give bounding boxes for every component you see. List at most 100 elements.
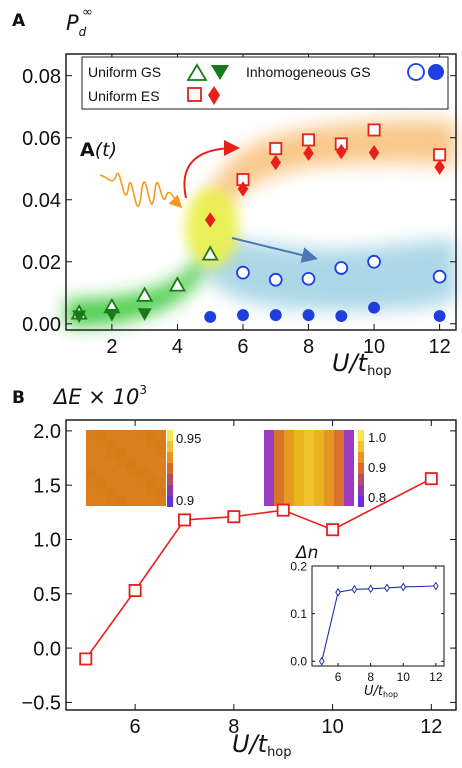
- green-band: [66, 252, 212, 326]
- heatmap-cell: [96, 449, 106, 459]
- pulse-annotation: A(t): [80, 139, 318, 263]
- heatmap-cell: [146, 477, 156, 487]
- heatmap-cell: [96, 458, 106, 468]
- panel-a-ytick-label: 0.04: [22, 190, 61, 212]
- yellow-highlight: [185, 188, 239, 268]
- heatmap-cell: [126, 439, 136, 449]
- heatmap-left: 0.95 0.9: [86, 430, 201, 508]
- data-point: [201, 245, 219, 261]
- inset-xtick-label: 12: [429, 670, 443, 684]
- heatmap-column: [324, 430, 334, 506]
- heatmap-cell: [146, 430, 156, 440]
- data-point: [72, 310, 87, 324]
- heatmap-cell: [106, 458, 116, 468]
- colorbar-segment: [358, 485, 364, 496]
- heatmap-cell: [126, 468, 136, 478]
- data-point: [303, 145, 314, 161]
- heatmap-cell: [86, 430, 96, 440]
- panel-a-xtick-label: 2: [106, 336, 117, 358]
- data-point: [424, 472, 438, 486]
- legend-circle-filled-icon: [428, 64, 444, 80]
- heatmap-cell: [106, 430, 116, 440]
- panel-b-ytick-label: 1.0: [33, 530, 61, 552]
- heatmap-cell: [116, 449, 126, 459]
- heatmap-column: [284, 430, 294, 506]
- heatmap-cell: [156, 496, 166, 506]
- data-point: [270, 154, 281, 171]
- heatmap-cell: [126, 487, 136, 497]
- data-point: [168, 276, 186, 292]
- panel-a-xtick-label: 4: [172, 336, 183, 358]
- heatmap-right-colorbar-fill: [358, 430, 364, 507]
- legend-circle-open-icon: [407, 63, 425, 81]
- heatmap-cell: [106, 496, 116, 506]
- blue-band: [205, 237, 456, 311]
- data-point: [335, 310, 348, 322]
- colorbar-segment: [167, 496, 173, 507]
- data-point: [79, 652, 93, 666]
- colorbar-segment: [358, 474, 364, 485]
- colorbar-segment: [358, 441, 364, 452]
- orange-band: [205, 120, 456, 222]
- panel-b-ytick-label: 0.5: [33, 584, 61, 606]
- data-point: [367, 254, 381, 269]
- data-point: [137, 308, 152, 321]
- panel-b: B ΔE × 103 6 8 10 12 −0.5 0.0 0.5 1.0 1.5 2.0 U/t…: [12, 383, 457, 760]
- inset-xlabel: U/thop: [364, 684, 398, 699]
- heatmap-cell: [146, 449, 156, 459]
- data-point: [237, 309, 249, 322]
- heatmap-cell: [116, 487, 126, 497]
- panel-a-ticks: 2 4 6 8 10 12 0.00 0.02 0.04 0.06 0.08: [22, 54, 456, 358]
- panel-a-ytick-label: 0.06: [22, 128, 61, 150]
- data-point: [433, 310, 446, 322]
- heatmap-right: 1.0 0.9 0.8: [264, 430, 386, 507]
- data-point: [136, 286, 154, 302]
- heatmap-cell: [146, 458, 156, 468]
- heatmap-cell: [106, 487, 116, 497]
- heatmap-cell: [126, 477, 136, 487]
- colorbar-segment: [358, 452, 364, 463]
- blue-arrow: [231, 237, 318, 263]
- heatmap-cell: [86, 487, 96, 497]
- data-point: [336, 143, 347, 160]
- panel-b-ylabel: ΔE × 103: [52, 383, 147, 409]
- legend-inhomogeneous-gs: Inhomogeneous GS: [246, 64, 371, 80]
- heatmap-cell: [156, 477, 166, 487]
- heatmap-right-tick-top: 1.0: [368, 430, 386, 445]
- data-point: [269, 142, 283, 156]
- data-point: [236, 265, 250, 280]
- data-point: [367, 123, 381, 137]
- panel-b-xtick-label: 6: [130, 716, 141, 738]
- data-point: [367, 584, 374, 594]
- data-point: [237, 181, 249, 197]
- data-point: [104, 308, 119, 322]
- data-point: [177, 513, 191, 527]
- heatmap-cell: [126, 458, 136, 468]
- heatmap-cell: [126, 496, 136, 506]
- data-point: [302, 309, 315, 322]
- inset-axes: [311, 565, 445, 667]
- heatmap-column: [264, 430, 274, 506]
- heatmap-cell: [156, 487, 166, 497]
- data-point: [227, 510, 241, 524]
- panel-b-series: [79, 472, 438, 666]
- panel-b-axes: [65, 419, 457, 711]
- inset-ticks: 6 8 10 12 0.0 0.1 0.2: [290, 559, 444, 684]
- inset-xtick-label: 6: [335, 670, 342, 684]
- heatmap-column: [314, 430, 324, 506]
- data-point: [318, 656, 325, 666]
- heatmap-cell: [136, 477, 146, 487]
- panel-a-xtick-label: 8: [303, 336, 314, 358]
- colorbar-segment: [358, 496, 364, 507]
- heatmap-cell: [116, 496, 126, 506]
- panel-b-ytick-label: 2.0: [33, 421, 61, 443]
- panel-a-ylabel: Pd: [66, 11, 87, 39]
- data-point: [128, 584, 142, 598]
- legend-diamond-filled-icon: [208, 86, 220, 105]
- heatmap-right-cells: [264, 430, 354, 506]
- legend-box: [81, 56, 449, 110]
- panel-b-ytick-label: −0.5: [22, 693, 61, 715]
- legend-triangle-filled-icon: [211, 65, 229, 80]
- panel-a-ylabel-sup: ∞: [82, 5, 93, 20]
